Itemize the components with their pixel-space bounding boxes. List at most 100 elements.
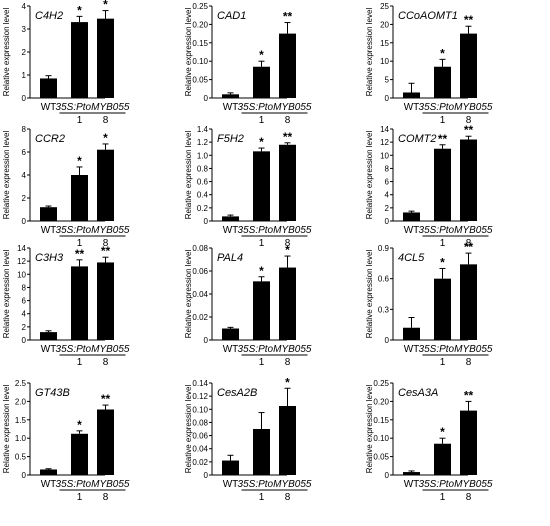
gene-name: COMT2 bbox=[398, 133, 437, 145]
y-tick-label: 0.20 bbox=[192, 20, 208, 29]
bar-wt bbox=[403, 92, 420, 98]
construct-label: 35S:PtoMYB055 bbox=[56, 479, 130, 490]
construct-label: 35S:PtoMYB055 bbox=[238, 344, 312, 355]
gene-name: CAD1 bbox=[217, 10, 246, 22]
gene-name: C3H3 bbox=[35, 252, 64, 264]
y-tick-label: 0 bbox=[385, 471, 390, 480]
y-tick-label: 0 bbox=[22, 94, 27, 103]
y-tick-label: 4 bbox=[22, 2, 27, 11]
gene-name: GT43B bbox=[35, 387, 70, 399]
category-label-wt: WT bbox=[223, 479, 239, 490]
bar-1 bbox=[253, 429, 270, 475]
category-label-wt: WT bbox=[223, 344, 239, 355]
bar-8 bbox=[279, 33, 296, 98]
panel-pal4: Relative expression level 0 0.02 0.04 0.06 0.… bbox=[184, 243, 312, 368]
bar-1 bbox=[253, 66, 270, 98]
category-label-wt: WT bbox=[404, 479, 420, 490]
bar-wt bbox=[40, 78, 57, 98]
bar-wt bbox=[403, 472, 420, 475]
significance-marker: ** bbox=[283, 10, 293, 24]
y-axis-label: Relative expression level bbox=[2, 250, 11, 339]
y-tick-label: 0 bbox=[385, 336, 390, 345]
y-tick-label: 0 bbox=[22, 471, 27, 480]
y-axis-label: Relative expression level bbox=[2, 385, 11, 474]
line-label-1: 1 bbox=[259, 115, 265, 126]
significance-marker: ** bbox=[464, 13, 474, 27]
bar-8 bbox=[97, 409, 114, 475]
significance-marker: ** bbox=[101, 392, 111, 406]
category-label-wt: WT bbox=[41, 225, 57, 236]
y-tick-label: 12 bbox=[17, 257, 26, 266]
bar-8 bbox=[460, 264, 477, 340]
construct-label: 35S:PtoMYB055 bbox=[419, 344, 493, 355]
y-tick-label: 25 bbox=[380, 2, 389, 11]
y-tick-label: 8 bbox=[385, 164, 390, 173]
y-tick-label: 2 bbox=[22, 323, 27, 332]
panel-gt43b: Relative expression level 0 0.5 1.0 1.5 2.0 2.… bbox=[2, 379, 130, 503]
y-tick-label: 0.10 bbox=[192, 57, 208, 66]
category-label-wt: WT bbox=[223, 102, 239, 113]
gene-name: F5H2 bbox=[217, 133, 244, 145]
significance-marker: * bbox=[285, 243, 290, 257]
significance-marker: ** bbox=[464, 123, 474, 137]
bar-1 bbox=[434, 148, 451, 221]
y-tick-label: 0.02 bbox=[192, 458, 208, 467]
y-tick-label: 0 bbox=[204, 217, 209, 226]
gene-name: CCoAOMT1 bbox=[398, 10, 458, 22]
bar-1 bbox=[71, 433, 88, 475]
y-tick-label: 1.4 bbox=[197, 125, 209, 134]
y-tick-label: 0.8 bbox=[197, 164, 209, 173]
bar-1 bbox=[71, 175, 88, 221]
line-label-1: 1 bbox=[77, 357, 83, 368]
y-tick-label: 0.08 bbox=[192, 418, 208, 427]
line-label-8: 8 bbox=[285, 492, 291, 503]
y-tick-label: 0.05 bbox=[373, 453, 389, 462]
panel-cesa2b: Relative expression level 0 0.02 0.04 0.06 0.… bbox=[184, 375, 312, 503]
y-tick-label: 0.6 bbox=[197, 178, 209, 187]
line-label-8: 8 bbox=[466, 238, 472, 249]
panel-cad1: Relative expression level 0 0.05 0.10 0.15 0.… bbox=[184, 2, 312, 126]
line-label-1: 1 bbox=[77, 492, 83, 503]
bar-8 bbox=[460, 33, 477, 98]
y-tick-label: 0.02 bbox=[192, 313, 208, 322]
y-axis-label: Relative expression level bbox=[184, 250, 193, 339]
y-axis-label: Relative expression level bbox=[184, 131, 193, 220]
line-label-8: 8 bbox=[103, 115, 109, 126]
significance-marker: * bbox=[440, 46, 445, 60]
y-tick-label: 0.2 bbox=[197, 204, 209, 213]
panel-c3h3: Relative expression level 0 2 4 6 8 10 12 14 ** **… bbox=[2, 244, 130, 368]
y-tick-label: 4 bbox=[385, 191, 390, 200]
y-tick-label: 0 bbox=[385, 217, 390, 226]
significance-marker: ** bbox=[464, 388, 474, 402]
bar-wt bbox=[403, 212, 420, 221]
y-tick-label: 0.12 bbox=[192, 392, 208, 401]
y-axis-label: Relative expression level bbox=[184, 385, 193, 474]
panel-ccr2: Relative expression level 0 2 4 6 8 * * CCR2 WT 35… bbox=[2, 125, 130, 249]
y-tick-label: 0.10 bbox=[373, 434, 389, 443]
line-label-8: 8 bbox=[466, 492, 472, 503]
y-tick-label: 2.5 bbox=[15, 379, 27, 388]
construct-label: 35S:PtoMYB055 bbox=[238, 479, 312, 490]
line-label-8: 8 bbox=[103, 492, 109, 503]
construct-label: 35S:PtoMYB055 bbox=[56, 225, 130, 236]
y-tick-label: 0.9 bbox=[378, 244, 390, 253]
bar-1 bbox=[71, 266, 88, 340]
significance-marker: * bbox=[259, 48, 264, 62]
panel-4cl5: Relative expression level00.30.60.9***4C… bbox=[365, 240, 493, 368]
y-tick-label: 20 bbox=[380, 20, 389, 29]
y-tick-label: 0 bbox=[204, 471, 209, 480]
y-tick-label: 5 bbox=[385, 76, 390, 85]
bar-1 bbox=[71, 22, 88, 99]
y-tick-label: 1 bbox=[22, 71, 27, 80]
y-tick-label: 0.25 bbox=[373, 379, 389, 388]
line-label-1: 1 bbox=[77, 115, 83, 126]
construct-label: 35S:PtoMYB055 bbox=[238, 102, 312, 113]
bar-8 bbox=[97, 149, 114, 221]
y-tick-label: 14 bbox=[17, 244, 26, 253]
y-axis-label: Relative expression level bbox=[184, 8, 193, 97]
significance-marker: * bbox=[103, 0, 108, 12]
line-label-8: 8 bbox=[285, 115, 291, 126]
line-label-8: 8 bbox=[466, 115, 472, 126]
y-tick-label: 0.08 bbox=[192, 244, 208, 253]
